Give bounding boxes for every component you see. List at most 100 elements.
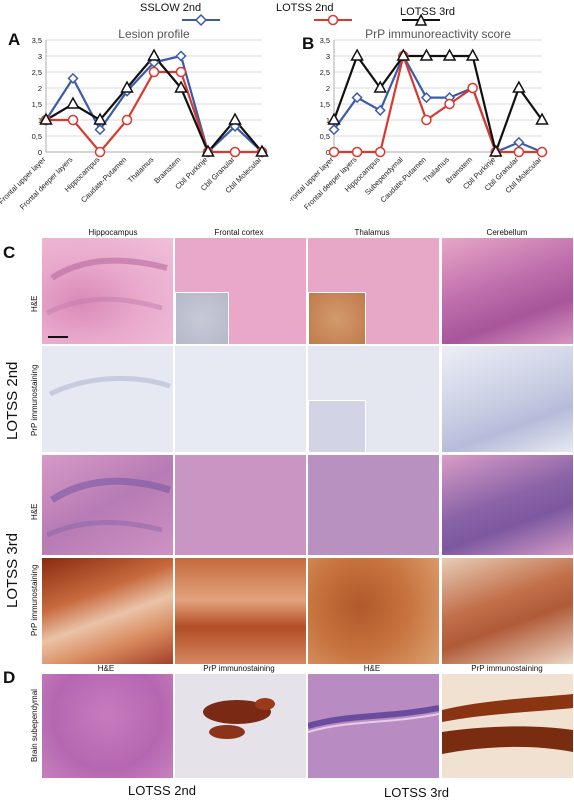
data-point: [374, 104, 386, 116]
data-point: [351, 146, 363, 158]
data-point: [120, 80, 134, 93]
data-point: [327, 112, 341, 125]
data-point: [396, 48, 411, 61]
series-line-1: [46, 70, 262, 154]
data-point: [121, 114, 133, 126]
row-label-prp-2: PrP immunostaining: [30, 564, 39, 636]
legend-lotss3-marker: [402, 14, 440, 26]
y-tick-label: 2: [326, 84, 330, 93]
d-group-label-lotss3: LOTSS 3rd: [384, 785, 450, 800]
legend-lotss2-label: LOTSS 2nd: [276, 2, 334, 14]
tile-lotss2-prp-cerebellum: [442, 346, 573, 452]
tile-lotss3-he-cerebellum: [442, 455, 573, 555]
y-tick-label: 0: [38, 148, 42, 157]
legend-item-lotss3: LOTSS 3rd: [400, 6, 456, 26]
series-line-1: [334, 52, 542, 154]
d-group-label-lotss2: LOTSS 2nd: [128, 783, 196, 798]
data-point: [512, 80, 526, 93]
tile-lotss3-he-hippocampus: [42, 455, 173, 555]
tile-lotss2-he-thalamus: [308, 238, 439, 344]
y-tick-label: 3: [38, 52, 42, 61]
col-head-hippocampus: Hippocampus: [88, 228, 138, 237]
tile-d-lotss3-he: [308, 674, 439, 778]
legend-item-sslow: SSLOW 2nd: [140, 2, 220, 27]
data-point: [148, 66, 160, 78]
panel-letter-d: D: [3, 668, 16, 687]
data-point: [67, 114, 79, 126]
data-point: [374, 146, 386, 158]
y-tick-label: 0,5: [320, 132, 330, 141]
y-tick-label: 2,5: [320, 68, 330, 77]
data-point: [229, 146, 241, 158]
data-point: [489, 144, 503, 157]
data-point: [147, 48, 161, 61]
row-label-prp-1: PrP immunostaining: [30, 364, 39, 436]
data-point: [175, 50, 187, 62]
data-point: [350, 48, 364, 61]
y-tick-label: 2: [38, 84, 42, 93]
inset-lotss2-thalamus: [308, 292, 366, 344]
col-head-thalamus: Thalamus: [354, 228, 390, 237]
data-point: [535, 112, 549, 125]
scale-bar: [48, 336, 68, 338]
data-point: [94, 146, 106, 158]
y-tick-label: 3: [326, 52, 330, 61]
data-point: [328, 124, 340, 136]
data-point: [467, 82, 478, 94]
data-point: [255, 144, 269, 157]
y-tick-label: 1,5: [320, 100, 330, 109]
data-point: [373, 80, 387, 93]
tile-d-lotss2-he: [42, 674, 173, 778]
legend-lotss2-marker: [314, 14, 352, 26]
data-point: [513, 136, 525, 148]
data-point: [351, 92, 363, 104]
legend-lotss3-label: LOTSS 3rd: [400, 6, 456, 18]
data-point: [465, 48, 480, 61]
d-row-label: Brain subependymal: [30, 689, 39, 762]
data-point: [420, 92, 433, 104]
panel-letter-b: B: [302, 34, 315, 53]
tile-lotss3-he-thalamus: [308, 455, 439, 555]
y-tick-label: 0,5: [32, 132, 42, 141]
d-col-head-prp-2: PrP immunostaining: [471, 664, 543, 673]
y-tick-label: 3,5: [320, 36, 330, 45]
data-point: [175, 66, 187, 78]
tile-lotss2-he-hippocampus: [42, 238, 173, 344]
data-point: [536, 146, 548, 158]
legend-sslow-marker: [182, 14, 220, 27]
data-point: [444, 98, 455, 110]
series-line-0: [333, 53, 543, 154]
tile-lotss2-he-frontal-cortex: [175, 238, 306, 344]
y-tick-label: 1: [326, 116, 330, 125]
data-point: [66, 96, 80, 109]
col-head-cerebellum: Cerebellum: [486, 228, 528, 237]
chart-title: Lesion profile: [118, 27, 190, 41]
tile-lotss3-prp-cerebellum: [442, 558, 573, 664]
y-tick-label: 1,5: [32, 100, 42, 109]
data-point: [421, 114, 432, 126]
legend-sslow-label: SSLOW 2nd: [140, 2, 202, 14]
data-point: [513, 146, 525, 158]
tile-lotss2-prp-hippocampus: [42, 346, 173, 452]
chart-title: PrP immunoreactivity score: [365, 27, 511, 41]
d-col-head-he-2: H&E: [363, 664, 381, 673]
row-label-lotss3: LOTSS 3rd: [4, 532, 21, 608]
y-tick-label: 0: [326, 148, 330, 157]
data-point: [228, 112, 242, 125]
col-head-frontal-cortex: Frontal cortex: [214, 228, 264, 237]
row-label-lotss2: LOTSS 2nd: [4, 361, 21, 440]
d-col-head-he-1: H&E: [97, 664, 115, 673]
row-label-he-2: H&E: [30, 503, 39, 520]
x-tick-label: Thalamus: [126, 155, 156, 185]
series-line-2: [332, 53, 543, 156]
row-label-he-1: H&E: [30, 295, 39, 312]
y-tick-label: 1: [38, 116, 42, 125]
panel-letter-c: C: [3, 243, 16, 262]
d-col-head-prp-1: PrP immunostaining: [203, 664, 275, 673]
tile-lotss2-he-cerebellum: [442, 238, 573, 344]
inset-lotss2-prp-thalamus: [308, 400, 366, 452]
data-point: [328, 146, 340, 158]
tile-d-lotss2-prp: [175, 674, 306, 778]
data-point: [94, 124, 106, 136]
tile-lotss3-prp-frontal-cortex: [175, 558, 306, 664]
